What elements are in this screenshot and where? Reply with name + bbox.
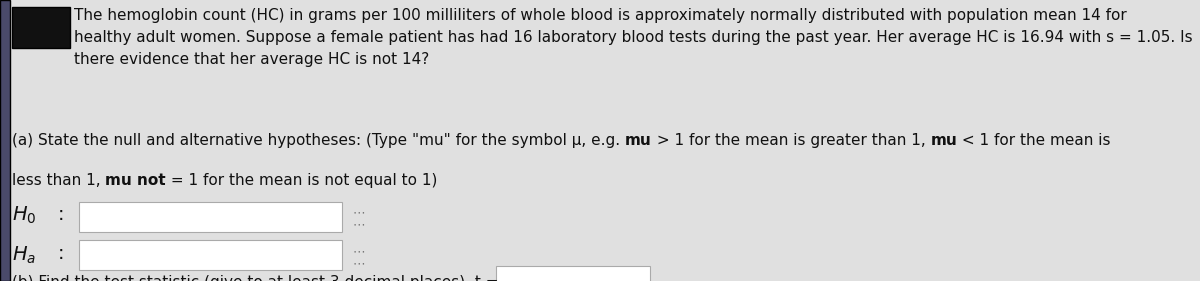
FancyBboxPatch shape <box>79 240 342 270</box>
Text: :: : <box>58 205 64 224</box>
Text: :: : <box>58 244 64 264</box>
FancyBboxPatch shape <box>0 0 10 281</box>
Text: = 1 for the mean is not equal to 1): = 1 for the mean is not equal to 1) <box>166 173 438 188</box>
Text: The hemoglobin count (HC) in grams per 100 milliliters of whole blood is approxi: The hemoglobin count (HC) in grams per 1… <box>74 8 1193 67</box>
Text: ⋯
⋯: ⋯ ⋯ <box>353 207 365 232</box>
Text: $H_a$: $H_a$ <box>12 244 36 266</box>
Text: mu not: mu not <box>106 173 166 188</box>
Text: mu: mu <box>930 133 958 148</box>
FancyBboxPatch shape <box>79 202 342 232</box>
FancyBboxPatch shape <box>12 7 70 48</box>
Text: (b) Find the test statistic (give to at least 3 decimal places), t =: (b) Find the test statistic (give to at … <box>12 275 498 281</box>
Text: mu: mu <box>625 133 652 148</box>
Text: < 1 for the mean is: < 1 for the mean is <box>958 133 1111 148</box>
Text: > 1 for the mean is greater than 1,: > 1 for the mean is greater than 1, <box>652 133 930 148</box>
Text: ⋯
⋯: ⋯ ⋯ <box>656 275 668 281</box>
Text: ⋯
⋯: ⋯ ⋯ <box>353 245 365 270</box>
FancyBboxPatch shape <box>496 266 650 281</box>
Text: $H_0$: $H_0$ <box>12 205 36 226</box>
Text: less than 1,: less than 1, <box>12 173 106 188</box>
Text: (a) State the null and alternative hypotheses: (Type "mu" for the symbol μ, e.g.: (a) State the null and alternative hypot… <box>12 133 625 148</box>
